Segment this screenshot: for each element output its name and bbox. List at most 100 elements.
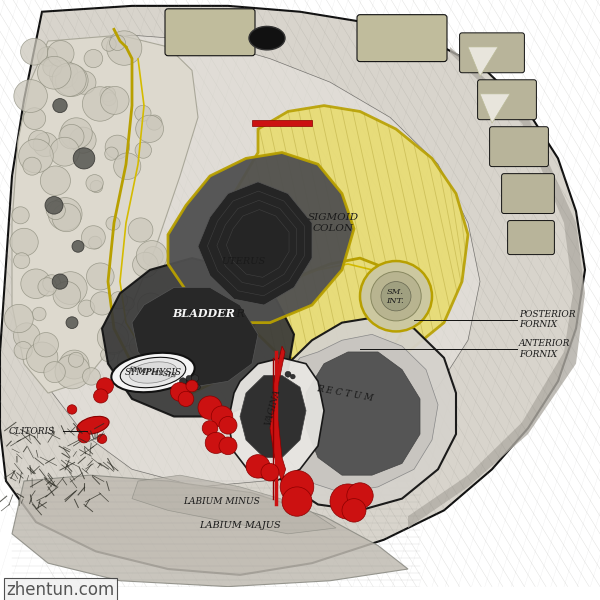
Ellipse shape: [120, 358, 186, 388]
Text: SYMPHYSIS: SYMPHYSIS: [125, 368, 182, 377]
Circle shape: [72, 241, 84, 252]
Circle shape: [78, 431, 90, 443]
Circle shape: [34, 332, 58, 357]
Polygon shape: [306, 352, 420, 475]
Circle shape: [205, 433, 227, 454]
FancyBboxPatch shape: [502, 173, 554, 214]
Polygon shape: [228, 106, 468, 370]
Circle shape: [90, 181, 103, 193]
Circle shape: [84, 49, 103, 68]
Circle shape: [83, 368, 100, 385]
Circle shape: [101, 348, 115, 362]
Circle shape: [145, 354, 176, 385]
Circle shape: [47, 41, 74, 67]
FancyBboxPatch shape: [460, 33, 524, 73]
Circle shape: [100, 86, 129, 115]
Circle shape: [94, 389, 108, 403]
Polygon shape: [228, 358, 324, 481]
Ellipse shape: [249, 26, 285, 50]
Circle shape: [146, 115, 162, 130]
Circle shape: [10, 228, 38, 256]
Circle shape: [196, 385, 200, 389]
Circle shape: [19, 139, 53, 173]
Circle shape: [183, 384, 189, 390]
Text: ANTERIOR
FORNIX: ANTERIOR FORNIX: [519, 340, 571, 359]
Circle shape: [90, 292, 114, 315]
FancyBboxPatch shape: [478, 80, 536, 119]
Polygon shape: [270, 405, 286, 481]
FancyBboxPatch shape: [508, 221, 554, 254]
Circle shape: [113, 153, 141, 179]
Circle shape: [29, 130, 49, 151]
Circle shape: [43, 275, 61, 292]
Circle shape: [198, 396, 222, 419]
Circle shape: [59, 124, 84, 149]
Circle shape: [52, 274, 68, 289]
Circle shape: [186, 376, 192, 382]
Circle shape: [50, 137, 79, 166]
Circle shape: [70, 127, 96, 153]
Text: zhentun.com: zhentun.com: [6, 581, 114, 599]
Polygon shape: [408, 47, 585, 528]
Circle shape: [246, 455, 270, 478]
Circle shape: [53, 281, 80, 308]
Circle shape: [78, 300, 95, 316]
Circle shape: [4, 304, 34, 332]
Text: R E C T U M: R E C T U M: [316, 383, 374, 403]
Circle shape: [107, 31, 142, 65]
Circle shape: [46, 201, 65, 220]
Circle shape: [342, 499, 366, 522]
Text: LABIUM MAJUS: LABIUM MAJUS: [199, 521, 281, 530]
FancyBboxPatch shape: [490, 127, 548, 167]
Circle shape: [23, 157, 41, 175]
Circle shape: [97, 434, 107, 443]
FancyBboxPatch shape: [165, 9, 255, 56]
Circle shape: [285, 371, 291, 377]
Circle shape: [129, 337, 149, 356]
Circle shape: [143, 247, 163, 266]
Circle shape: [100, 86, 116, 102]
Text: LABIUM MINUS: LABIUM MINUS: [184, 497, 260, 506]
Circle shape: [68, 352, 83, 367]
Circle shape: [33, 133, 58, 157]
Polygon shape: [36, 35, 480, 487]
Circle shape: [102, 332, 125, 355]
Circle shape: [261, 463, 279, 481]
Circle shape: [106, 217, 120, 230]
Circle shape: [189, 382, 195, 387]
Circle shape: [105, 147, 118, 160]
Polygon shape: [468, 47, 498, 76]
Circle shape: [53, 272, 87, 304]
Circle shape: [48, 197, 82, 230]
Circle shape: [52, 63, 86, 97]
Circle shape: [136, 115, 164, 142]
Polygon shape: [12, 35, 198, 393]
Polygon shape: [198, 182, 312, 305]
Circle shape: [118, 344, 151, 377]
Circle shape: [55, 355, 90, 389]
Circle shape: [371, 272, 421, 321]
Polygon shape: [132, 287, 258, 387]
Circle shape: [121, 297, 134, 310]
Polygon shape: [0, 6, 585, 575]
Circle shape: [45, 197, 63, 214]
Circle shape: [86, 175, 103, 191]
Circle shape: [133, 252, 158, 277]
Circle shape: [178, 391, 194, 407]
Circle shape: [14, 341, 32, 359]
Circle shape: [53, 98, 67, 113]
Polygon shape: [252, 120, 312, 126]
Circle shape: [73, 148, 95, 169]
Circle shape: [136, 241, 167, 271]
Circle shape: [290, 374, 295, 379]
Polygon shape: [132, 475, 336, 534]
Circle shape: [110, 35, 125, 50]
Circle shape: [170, 382, 190, 401]
Circle shape: [134, 106, 151, 121]
Polygon shape: [102, 258, 294, 416]
Circle shape: [40, 166, 70, 196]
Circle shape: [134, 328, 147, 340]
Polygon shape: [276, 334, 438, 493]
Circle shape: [280, 470, 314, 503]
Circle shape: [282, 487, 312, 516]
